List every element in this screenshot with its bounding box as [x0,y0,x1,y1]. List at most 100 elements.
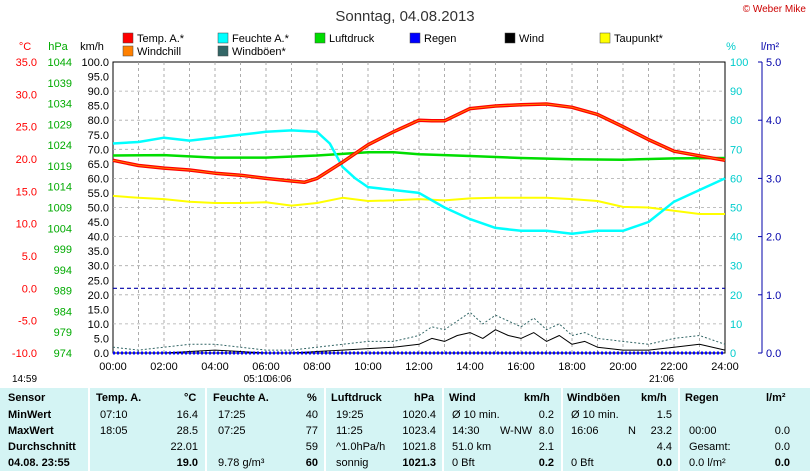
hum-min-time: 17:25 [218,409,246,421]
wind-tick-label: 95.0 [88,72,109,84]
gust-max-direction: N [628,425,636,437]
x-tick-label: 10:00 [354,361,382,373]
temp-tick-label: -10.0 [12,348,37,360]
humidity-tick-label: 90 [730,86,742,98]
wind-min-value: 0.2 [538,409,554,421]
legend-swatch [314,32,326,44]
wind-tick-label: 25.0 [88,275,109,287]
wind-tick-label: 45.0 [88,217,109,229]
legend-swatch [599,32,611,44]
wind-beaufort: 0 Bft [452,457,475,469]
time-marker: 06:06 [267,374,292,385]
legend-label: Wind [519,33,544,45]
temp-max-value: 28.5 [176,425,198,437]
gust-unit: km/h [641,392,667,404]
rain-header: Regen [685,392,719,404]
copyright-text: © Weber Mike [743,4,807,15]
pressure-header: Luftdruck [331,392,382,404]
series-line-luftdruck [112,150,726,161]
wind-tick-label: 100.0 [81,57,109,69]
temp-header: Temp. A. [96,392,142,404]
humidity-header: Feuchte A. [213,392,269,404]
x-tick-label: 14:00 [456,361,484,373]
legend-swatch [217,45,229,57]
humidity-tick-label: 60 [730,173,742,185]
legend-label: Regen [424,33,456,45]
press-current-value: 1021.3 [402,457,436,469]
temp-tick-label: 35.0 [16,57,37,69]
temp-max-time: 18:05 [100,425,128,437]
pressure-tick-label: 1029 [48,119,72,131]
temp-tick-label: 10.0 [16,219,37,231]
time-marker: 05:10 [244,374,269,385]
legend-swatch [217,32,229,44]
pressure-tick-label: 1039 [48,78,72,90]
wind-tick-label: 90.0 [88,86,109,98]
row-label: Durchschnitt [8,441,76,453]
wind-header: Wind [449,392,476,404]
wind-current-value: 0.2 [538,457,554,469]
current-timestamp: 04.08. 23:55 [8,457,70,469]
temp-unit: °C [184,392,197,404]
humidity-axis-unit: % [726,41,736,53]
press-min-value: 1020.4 [402,409,436,421]
legend-label: Windböen* [232,46,287,58]
x-tick-label: 24:00 [711,361,739,373]
series-line-windchill [112,103,726,183]
legend-swatch [122,45,134,57]
x-tick-label: 06:00 [252,361,280,373]
rain-tick-label: 4.0 [766,115,781,127]
rain-total-value: 0.0 [774,441,790,453]
pressure-unit: hPa [414,392,435,404]
rain-tick-label: 2.0 [766,232,781,244]
wind-tick-label: 70.0 [88,144,109,156]
wind-tick-label: 50.0 [88,203,109,215]
hum-min-value: 40 [305,409,318,421]
humidity-tick-label: 30 [730,261,742,273]
legend-label: Feuchte A.* [232,33,290,45]
weather-forecast: sonnig [336,457,369,469]
wind-min-time: Ø 10 min. [452,409,500,421]
table-divider [678,388,680,471]
humidity-tick-label: 50 [730,203,742,215]
press-min-time: 19:25 [336,409,364,421]
wind-axis-unit: km/h [80,41,104,53]
humidity-tick-label: 70 [730,144,742,156]
pressure-tick-label: 1034 [48,99,72,111]
table-divider [324,388,326,471]
wind-tick-label: 20.0 [88,290,109,302]
hum-current-value: 60 [305,457,318,469]
gust-min-value: 1.5 [656,409,672,421]
wind-avg-value: 2.1 [538,441,554,453]
table-divider [205,388,207,471]
temp-current-value: 19.0 [176,457,198,469]
pressure-tick-label: 999 [54,244,72,256]
series-line-taupunkt [112,194,725,215]
legend-label: Windchill [137,46,181,58]
press-max-value: 1023.4 [402,425,436,437]
table-divider [88,388,90,471]
hum-avg-value: 59 [305,441,318,453]
temp-tick-label: 25.0 [16,122,37,134]
hum-max-time: 07:25 [218,425,246,437]
row-label: MinWert [8,409,52,421]
pressure-tick-label: 1024 [48,140,72,152]
wind-unit: km/h [524,392,550,404]
gust-max-time: 16:06 [571,425,599,437]
rain-tick-label: 1.0 [766,290,781,302]
wind-tick-label: 85.0 [88,101,109,113]
rain-max-time: 00:00 [689,425,717,437]
pressure-tick-label: 1044 [48,57,72,69]
gust-header: Windböen [567,392,621,404]
pressure-axis-unit: hPa [48,41,68,53]
time-marker: 14:59 [12,374,37,385]
gust-max-value: 23.2 [650,425,672,437]
pressure-tick-label: 1009 [48,203,72,215]
time-marker: 21:06 [649,374,674,385]
hum-max-value: 77 [305,425,318,437]
chart-title: Sonntag, 04.08.2013 [335,8,474,25]
wind-distance: 51.0 km [452,441,492,453]
gust-current-value: 0.0 [656,457,672,469]
temp-tick-label: 30.0 [16,89,37,101]
x-tick-label: 12:00 [405,361,433,373]
